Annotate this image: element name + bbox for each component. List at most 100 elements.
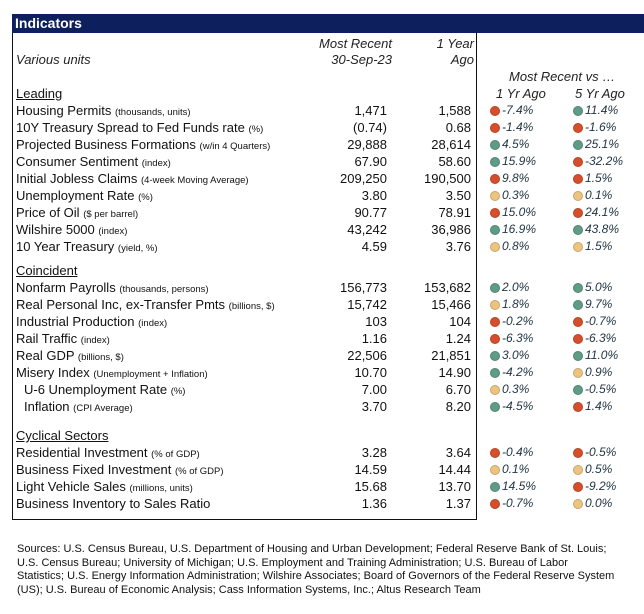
col-5yr-header: 5 Yr Ago (575, 86, 625, 101)
change-1yr-value: -1.4% (502, 120, 534, 134)
change-5yr-value: 25.1% (585, 137, 620, 151)
indicator-name: Misery Index (16, 365, 90, 380)
year-ago-value: 28,614 (431, 137, 471, 152)
change-5yr-value: 0.0% (585, 496, 613, 510)
indicator-name: Housing Permits (16, 103, 112, 118)
change-5yr: 11.4% (573, 102, 618, 119)
status-dot-icon (490, 190, 500, 201)
change-1yr: -0.2% (490, 313, 533, 330)
indicator-label: Unemployment Rate (%) (16, 187, 153, 206)
indicator-row: Misery Index (Unemployment + Inflation) 1… (0, 364, 644, 381)
change-1yr-value: -7.4% (502, 103, 534, 117)
change-1yr: 1.8% (490, 296, 529, 313)
change-1yr-value: 0.8% (502, 239, 530, 253)
change-5yr: 0.0% (573, 495, 612, 512)
indicator-row: 10 Year Treasury (yield, %) 4.59 3.76 0.8% 1… (0, 238, 644, 255)
status-dot-icon (490, 333, 500, 344)
indicator-name: Projected Business Formations (16, 137, 196, 152)
change-1yr: 2.0% (490, 279, 529, 296)
most-recent-value: 22,506 (347, 348, 387, 363)
indicator-label: Initial Jobless Claims (4-week Moving Av… (16, 170, 249, 189)
change-1yr: 15.0% (490, 204, 536, 221)
change-1yr-value: -0.7% (502, 496, 534, 510)
year-ago-value: 190,500 (424, 171, 471, 186)
most-recent-value: 3.28 (361, 445, 387, 460)
indicator-name: Unemployment Rate (16, 188, 135, 203)
indicator-row: Price of Oil ($ per barrel) 90.77 78.91 15.… (0, 204, 644, 221)
year-ago-value: 3.76 (445, 239, 471, 254)
status-dot-icon (573, 173, 583, 184)
most-recent-value: 3.70 (361, 399, 387, 414)
status-dot-icon (573, 384, 583, 395)
change-1yr-value: 15.0% (502, 205, 537, 219)
most-recent-value: 29,888 (347, 137, 387, 152)
change-1yr-value: -6.3% (502, 331, 534, 345)
indicator-row: Real Personal Inc, ex-Transfer Pmts (bil… (0, 296, 644, 313)
change-1yr: 4.5% (490, 136, 529, 153)
indicator-row: Business Fixed Investment (% of GDP) 14.5… (0, 461, 644, 478)
change-5yr-value: 1.5% (585, 239, 613, 253)
indicator-unit: (% of GDP) (151, 449, 200, 460)
section-title: Coincident (16, 263, 78, 278)
indicator-name: Real Personal Inc, ex-Transfer Pmts (16, 297, 226, 312)
status-dot-icon (573, 498, 583, 509)
indicator-label: Rail Traffic (index) (16, 330, 110, 349)
change-5yr-value: 43.8% (585, 222, 620, 236)
change-1yr: 0.1% (490, 461, 529, 478)
most-recent-value: 1.16 (361, 331, 387, 346)
status-dot-icon (490, 105, 500, 116)
change-1yr: 15.9% (490, 153, 536, 170)
status-dot-icon (490, 173, 500, 184)
sources-note: Sources: U.S. Census Bureau, U.S. Depart… (17, 543, 615, 596)
year-ago-value: 0.68 (445, 120, 471, 135)
year-ago-value: 1.37 (445, 496, 471, 511)
most-recent-value: 1.36 (361, 496, 387, 511)
change-1yr: 0.3% (490, 381, 529, 398)
year-ago-value: 1,588 (438, 103, 471, 118)
change-5yr: -1.6% (573, 119, 616, 136)
indicator-name: Inflation (24, 399, 70, 414)
status-dot-icon (573, 207, 583, 218)
change-1yr-value: 0.1% (502, 462, 530, 476)
change-5yr: -9.2% (573, 478, 616, 495)
indicator-name: Wilshire 5000 (16, 222, 95, 237)
indicator-row: Industrial Production (index) 103 104 -0.2%… (0, 313, 644, 330)
change-5yr: -32.2% (573, 153, 623, 170)
status-dot-icon (490, 224, 500, 235)
indicator-row: Light Vehicle Sales (millions, units) 15.… (0, 478, 644, 495)
indicator-name: 10 Year Treasury (16, 239, 115, 254)
indicator-unit: (billions, $) (228, 301, 275, 312)
indicator-label: Real Personal Inc, ex-Transfer Pmts (bil… (16, 296, 275, 315)
indicator-unit: (Unemployment + Inflation) (93, 369, 208, 380)
indicator-row: Unemployment Rate (%) 3.80 3.50 0.3% 0.1% (0, 187, 644, 204)
indicator-unit: (billions, $) (77, 352, 124, 363)
change-5yr: 43.8% (573, 221, 619, 238)
indicator-label: Light Vehicle Sales (millions, units) (16, 478, 193, 497)
change-1yr-value: 3.0% (502, 348, 530, 362)
indicator-name: Business Fixed Investment (16, 462, 172, 477)
status-dot-icon (490, 350, 500, 361)
most-recent-value: (0.74) (353, 120, 387, 135)
change-5yr-value: 5.0% (585, 280, 613, 294)
indicator-unit: (index) (141, 158, 171, 169)
change-1yr: 14.5% (490, 478, 536, 495)
change-5yr-value: -0.7% (585, 314, 617, 328)
indicator-label: Misery Index (Unemployment + Inflation) (16, 364, 208, 383)
indicator-label: Price of Oil ($ per barrel) (16, 204, 138, 223)
indicator-label: 10 Year Treasury (yield, %) (16, 238, 158, 257)
change-1yr-value: -4.2% (502, 365, 534, 379)
indicator-rows: Leading Housing Permits (thousands, units… (0, 85, 644, 512)
status-dot-icon (573, 190, 583, 201)
indicator-name: Light Vehicle Sales (16, 479, 126, 494)
col-1yr-header: 1 Yr Ago (496, 86, 546, 101)
section-header: Cyclical Sectors (0, 427, 644, 444)
indicator-label: Business Fixed Investment (% of GDP) (16, 461, 224, 480)
indicator-unit: ($ per barrel) (83, 209, 139, 220)
status-dot-icon (573, 316, 583, 327)
year-ago-value: 21,851 (431, 348, 471, 363)
year-ago-value: 3.50 (445, 188, 471, 203)
status-dot-icon (573, 241, 583, 252)
indicator-label: Industrial Production (index) (16, 313, 167, 332)
year-ago-value: 104 (449, 314, 471, 329)
change-5yr: 1.4% (573, 398, 612, 415)
